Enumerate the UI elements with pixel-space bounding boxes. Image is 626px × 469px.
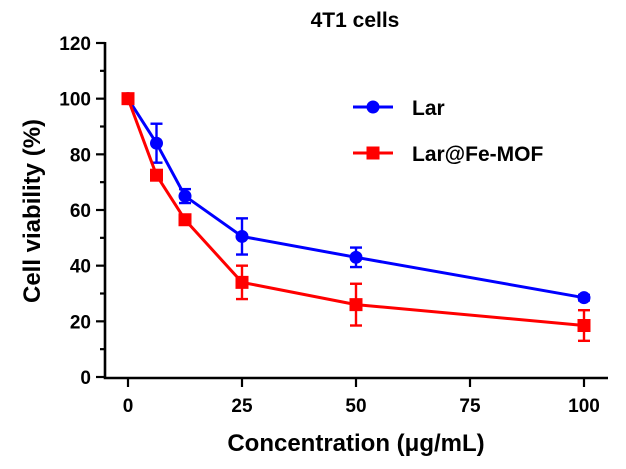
data-point [349,298,363,312]
x-ticks: 0 25 50 75 100 [123,378,600,417]
series-lar-fe-mof [121,92,591,343]
data-point [349,250,363,264]
data-point [178,213,192,227]
y-tick-label: 80 [70,145,91,166]
series-lar [121,92,591,305]
data-point [235,229,249,243]
series-line [126,97,585,300]
x-tick-label: 50 [345,396,366,417]
y-axis-title: Cell viability (%) [19,119,46,303]
data-point [121,92,135,106]
x-tick-label: 25 [231,396,253,417]
legend-label: Lar@Fe-MOF [412,143,543,166]
legend-marker [366,146,380,160]
series-line [126,98,585,328]
legend-label: Lar [412,97,445,120]
x-tick-label: 75 [459,396,481,417]
y-tick-label: 100 [59,90,91,111]
data-point [235,275,249,289]
data-point [577,319,591,333]
data-point [150,136,163,150]
y-tick-label: 120 [59,34,91,55]
plot-area [121,92,591,343]
x-tick-label: 0 [123,396,134,417]
y-tick-label: 20 [70,312,91,333]
data-point [178,189,192,203]
legend: Lar Lar@Fe-MOF [353,97,543,166]
y-tick-label: 0 [80,368,91,389]
y-ticks: 0 20 40 60 80 100 120 [59,34,105,389]
legend-item: Lar [353,97,445,120]
legend-item: Lar@Fe-MOF [353,143,543,166]
y-tick-label: 60 [70,201,91,222]
chart-title: 4T1 cells [311,9,400,32]
data-point [150,168,163,182]
x-tick-label: 100 [568,396,600,417]
data-point [577,291,591,305]
legend-marker [366,100,380,114]
y-tick-label: 40 [70,257,91,278]
x-axis-title: Concentration (μg/mL) [227,430,484,457]
